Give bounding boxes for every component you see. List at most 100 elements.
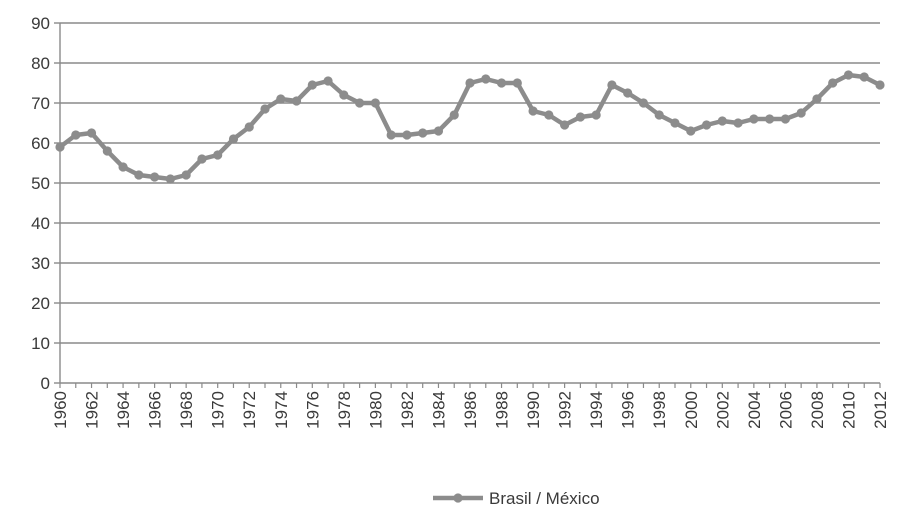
data-point	[765, 114, 775, 124]
data-point	[260, 104, 270, 114]
data-point	[828, 78, 838, 88]
data-point	[607, 80, 617, 90]
data-point	[575, 112, 585, 122]
data-point	[197, 154, 207, 164]
data-point	[496, 78, 507, 88]
data-point	[165, 174, 175, 184]
x-tick-label: 1972	[240, 391, 259, 429]
y-axis-ticks: 0 10 20 30 40 50 60 70 80 90	[31, 14, 60, 393]
data-point	[670, 118, 680, 128]
x-tick-label: 2010	[839, 391, 858, 429]
data-point	[796, 108, 806, 118]
y-tick-label: 10	[31, 334, 50, 353]
x-tick-label: 1960	[51, 391, 70, 429]
y-tick-label: 50	[31, 174, 50, 193]
data-point	[181, 170, 191, 180]
x-tick-label: 1974	[272, 391, 291, 429]
data-point	[701, 120, 712, 130]
data-point	[512, 78, 522, 88]
data-point	[291, 96, 302, 106]
axes	[59, 23, 880, 384]
data-point	[339, 90, 349, 100]
y-tick-label: 30	[31, 254, 50, 273]
y-tick-label: 40	[31, 214, 50, 233]
y-tick-label: 80	[31, 54, 50, 73]
y-tick-label: 0	[41, 374, 50, 393]
data-point	[86, 128, 97, 138]
x-tick-label: 1996	[619, 391, 638, 429]
data-point	[812, 94, 822, 104]
data-point	[323, 76, 333, 86]
series-group	[55, 70, 885, 184]
data-point	[433, 126, 444, 136]
x-tick-label: 1970	[209, 391, 228, 429]
legend-label: Brasil / México	[489, 489, 600, 508]
data-point	[875, 80, 885, 90]
data-point	[449, 110, 459, 120]
data-point	[276, 94, 286, 104]
data-point	[686, 126, 696, 136]
data-point	[307, 80, 317, 90]
data-point	[717, 116, 727, 126]
x-tick-label: 1968	[177, 391, 196, 429]
data-point	[638, 98, 649, 108]
data-point	[481, 74, 491, 84]
x-tick-label: 2004	[745, 391, 764, 429]
y-tick-label: 90	[31, 14, 50, 33]
data-point	[150, 172, 160, 182]
data-point	[102, 146, 112, 156]
data-point	[623, 88, 633, 98]
x-tick-label: 1980	[366, 391, 385, 429]
data-point	[859, 72, 869, 82]
x-tick-label: 1978	[335, 391, 354, 429]
data-point	[402, 130, 412, 140]
data-point	[654, 110, 664, 120]
data-point	[465, 78, 475, 88]
data-point	[843, 70, 854, 80]
legend-marker	[453, 493, 463, 503]
x-tick-label: 1982	[398, 391, 417, 429]
data-point	[544, 110, 554, 120]
x-tick-label: 2008	[808, 391, 827, 429]
x-tick-label: 1976	[303, 391, 322, 429]
data-point	[386, 130, 396, 140]
data-point	[591, 110, 601, 120]
x-tick-label: 1990	[524, 391, 543, 429]
y-tick-label: 60	[31, 134, 50, 153]
x-tick-label: 2012	[871, 391, 890, 429]
x-tick-label: 2000	[682, 391, 701, 429]
legend: Brasil / México	[433, 489, 600, 508]
x-tick-label: 2006	[776, 391, 795, 429]
x-tick-label: 1966	[146, 391, 165, 429]
x-tick-label: 1998	[650, 391, 669, 429]
data-point	[71, 130, 81, 140]
data-point	[244, 122, 254, 132]
x-tick-label: 1988	[493, 391, 512, 429]
data-point	[528, 106, 538, 116]
y-tick-label: 20	[31, 294, 50, 313]
x-tick-label: 1994	[587, 391, 606, 429]
data-point	[118, 162, 128, 172]
data-point	[213, 150, 223, 160]
y-tick-label: 70	[31, 94, 50, 113]
gridlines	[60, 22, 880, 344]
data-point	[418, 128, 428, 138]
x-axis-ticks: 1960 1962 1964 1966 1968 1970 1972 1974 1976 1978…	[51, 383, 890, 429]
data-point	[355, 98, 365, 108]
x-tick-label: 1986	[461, 391, 480, 429]
x-tick-label: 1964	[114, 391, 133, 429]
data-point	[55, 142, 65, 152]
series-line	[57, 72, 883, 182]
data-point	[228, 134, 239, 144]
x-tick-label: 1984	[429, 391, 448, 429]
x-tick-label: 2002	[713, 391, 732, 429]
data-point	[134, 170, 144, 180]
data-point	[749, 114, 759, 124]
data-point	[733, 118, 743, 128]
data-point	[370, 98, 380, 108]
x-tick-label: 1992	[556, 391, 575, 429]
data-point	[780, 114, 790, 124]
data-point	[560, 120, 570, 130]
x-tick-label: 1962	[83, 391, 102, 429]
